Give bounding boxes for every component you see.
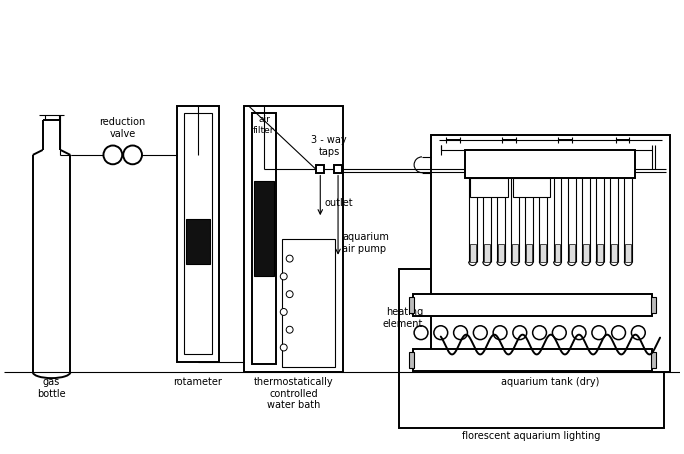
Bar xyxy=(244,105,343,372)
Circle shape xyxy=(280,344,287,351)
Circle shape xyxy=(473,326,487,340)
Circle shape xyxy=(493,326,507,340)
Bar xyxy=(526,244,532,262)
Bar xyxy=(484,244,490,262)
Bar xyxy=(625,244,631,262)
Bar xyxy=(513,178,551,197)
Text: florescent aquarium lighting: florescent aquarium lighting xyxy=(462,431,601,441)
Circle shape xyxy=(453,326,467,340)
Text: 3 - way
taps: 3 - way taps xyxy=(311,135,347,157)
Bar xyxy=(583,244,589,262)
Circle shape xyxy=(280,308,287,316)
Bar xyxy=(409,352,414,368)
Text: rotameter: rotameter xyxy=(173,377,222,387)
Bar xyxy=(413,350,652,371)
Bar xyxy=(651,297,656,313)
Bar xyxy=(413,294,652,316)
Circle shape xyxy=(286,326,293,333)
Circle shape xyxy=(631,326,645,340)
Circle shape xyxy=(533,326,547,340)
Circle shape xyxy=(572,326,586,340)
Bar xyxy=(282,239,335,367)
Bar xyxy=(431,135,670,372)
Text: aquarium tank (dry): aquarium tank (dry) xyxy=(501,377,600,387)
Bar xyxy=(186,219,209,264)
Bar xyxy=(409,297,414,313)
Bar xyxy=(568,244,575,262)
Circle shape xyxy=(414,326,428,340)
Circle shape xyxy=(280,273,287,280)
Circle shape xyxy=(611,326,625,340)
Text: reduction
valve: reduction valve xyxy=(100,118,146,139)
Circle shape xyxy=(123,146,142,164)
Bar xyxy=(184,114,211,355)
Bar xyxy=(252,114,276,364)
Circle shape xyxy=(513,326,527,340)
Circle shape xyxy=(553,326,566,340)
Bar xyxy=(540,244,547,262)
Bar xyxy=(254,181,274,276)
Bar xyxy=(611,244,617,262)
Circle shape xyxy=(434,326,448,340)
Bar xyxy=(399,270,664,428)
Text: heating
element: heating element xyxy=(382,307,423,329)
Bar xyxy=(177,105,218,362)
Bar xyxy=(471,178,508,197)
Text: air
filter: air filter xyxy=(253,115,275,135)
Text: gas
bottle: gas bottle xyxy=(38,377,66,399)
Bar xyxy=(555,244,560,262)
Circle shape xyxy=(286,291,293,298)
Circle shape xyxy=(592,326,606,340)
Bar xyxy=(597,244,603,262)
Circle shape xyxy=(103,146,122,164)
Bar xyxy=(470,244,475,262)
Bar xyxy=(651,352,656,368)
Bar xyxy=(498,244,504,262)
Bar xyxy=(334,165,342,173)
Circle shape xyxy=(286,255,293,262)
Bar xyxy=(316,165,324,173)
Bar xyxy=(466,150,635,178)
Text: thermostatically
controlled
water bath: thermostatically controlled water bath xyxy=(254,377,333,410)
Text: outlet: outlet xyxy=(324,198,353,208)
Bar xyxy=(512,244,518,262)
Text: aquarium
air pump: aquarium air pump xyxy=(342,232,389,254)
